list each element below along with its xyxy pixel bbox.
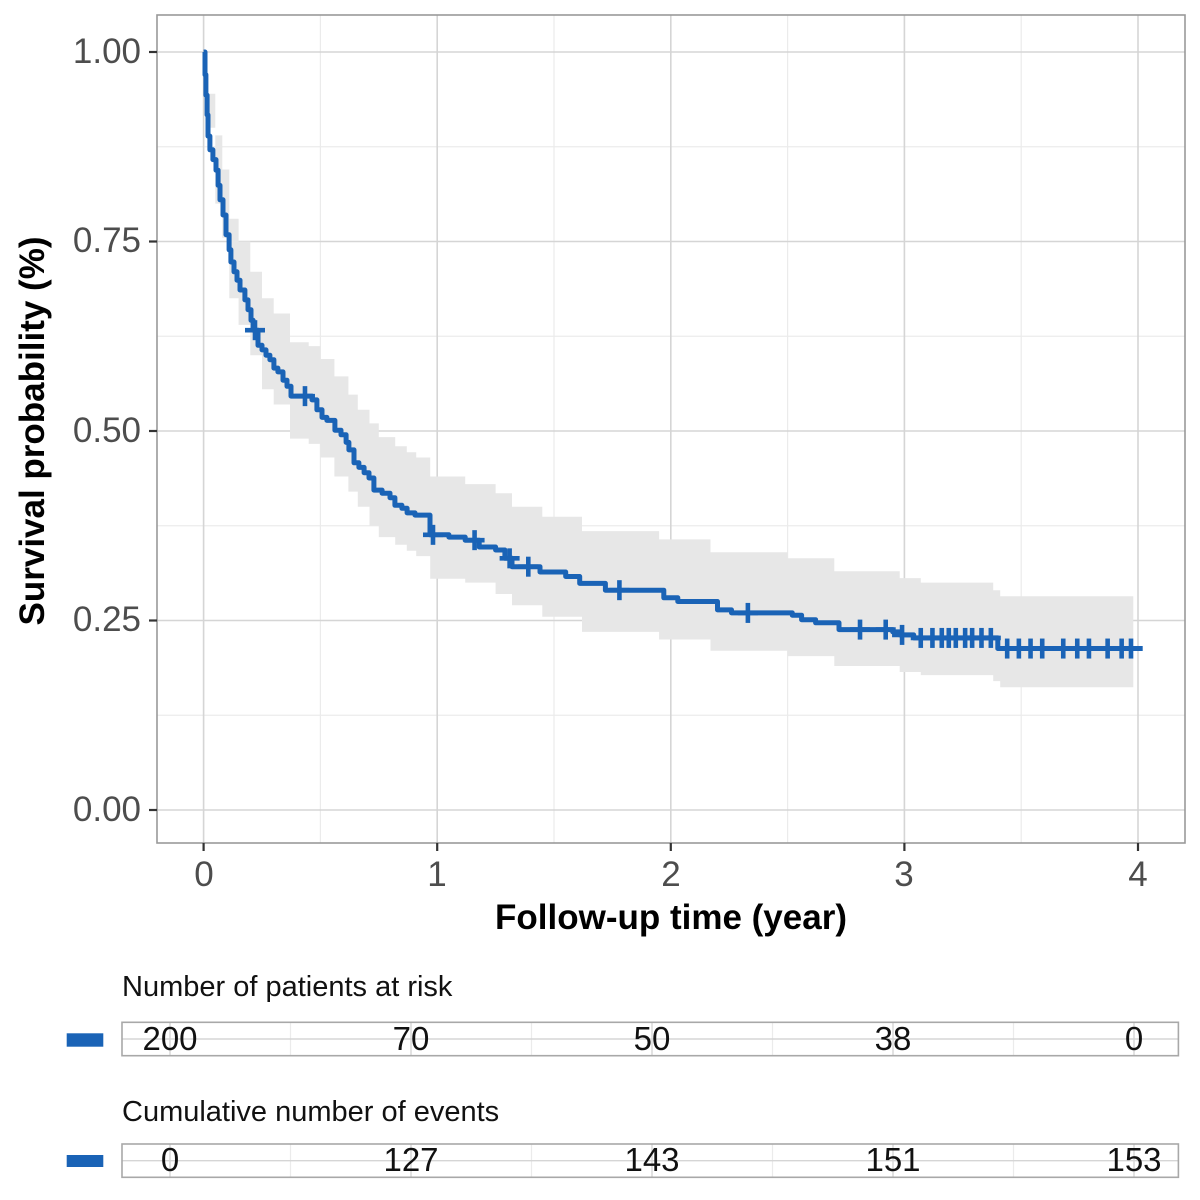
risk-value-t1: 70 — [392, 1020, 430, 1057]
y-tick-label-0.00: 0.00 — [72, 790, 141, 829]
risk-value-t3: 38 — [874, 1020, 912, 1057]
y-tick-label-0.75: 0.75 — [72, 221, 141, 260]
risk-table-title: Number of patients at risk — [122, 971, 453, 1003]
events-value-t0: 0 — [160, 1141, 180, 1178]
y-tick-label-0.50: 0.50 — [72, 411, 141, 450]
y-axis-title: Survival probability (%) — [13, 236, 52, 626]
x-tick-label-0: 0 — [194, 855, 214, 894]
y-tick-label-0.25: 0.25 — [72, 600, 141, 639]
events-value-t2: 143 — [624, 1141, 680, 1178]
risk-table-border — [121, 1021, 1180, 1057]
events-value-t3: 151 — [865, 1141, 921, 1178]
km-curve — [202, 49, 1143, 651]
x-tick-label-1: 1 — [427, 855, 447, 894]
events-table-title: Cumulative number of events — [122, 1096, 500, 1128]
events-table-border — [121, 1143, 1180, 1179]
events-table-legend-key — [66, 1155, 104, 1167]
x-tick-label-3: 3 — [894, 855, 914, 894]
y-tick-label-1.00: 1.00 — [72, 32, 141, 71]
x-tick-label-2: 2 — [661, 855, 681, 894]
risk-value-t2: 50 — [633, 1020, 671, 1057]
risk-table-legend-key — [66, 1033, 104, 1047]
risk-value-t4: 0 — [1124, 1020, 1144, 1057]
risk-value-t0: 200 — [142, 1020, 198, 1057]
events-value-t1: 127 — [383, 1141, 439, 1178]
confidence-band — [203, 52, 1134, 688]
x-tick-label-4: 4 — [1128, 855, 1148, 894]
x-axis-title: Follow-up time (year) — [495, 898, 847, 937]
events-value-t4: 153 — [1106, 1141, 1162, 1178]
